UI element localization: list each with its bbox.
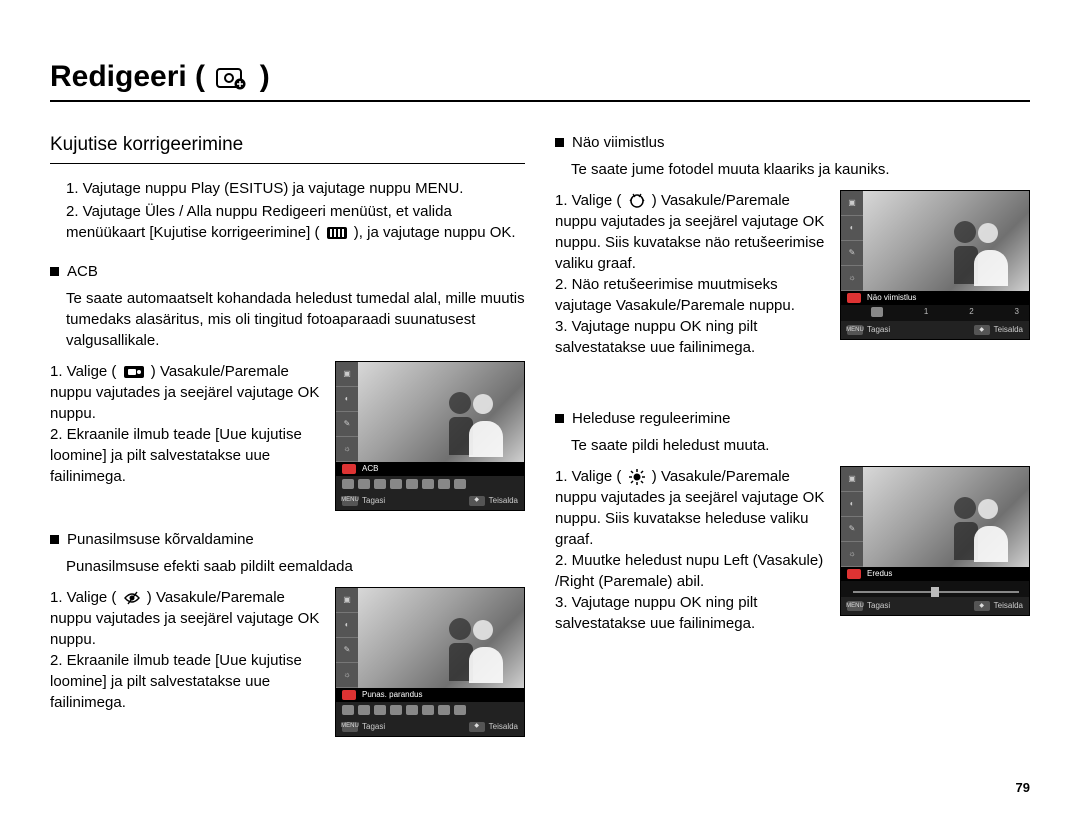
face-heading: Näo viimistlus xyxy=(555,132,1030,153)
section-subheading: Kujutise korrigeerimine xyxy=(50,132,525,164)
redeye-step-1: 1. Valige ( ) Vasakule/Paremale nuppu va… xyxy=(50,587,325,650)
acb-step-1a: 1. Valige ( xyxy=(50,363,116,380)
page-title-row: Redigeeri ( ) xyxy=(50,60,1030,102)
redeye-step-2: 2. Ekraanile ilmub teade [Uue kujutise l… xyxy=(50,650,325,713)
back-label: Tagasi xyxy=(867,324,890,335)
brightness-shot-label: Eredus xyxy=(867,568,892,579)
intro-step-2b: ), ja vajutage nuppu OK. xyxy=(354,224,516,241)
brightness-steps-row: 1. Valige ( ) Vasakule/Paremale nuppu va… xyxy=(555,466,1030,634)
brightness-screenshot: ▣◐✎☼ Eredus MENUTagasi ◆Teisalda xyxy=(840,466,1030,616)
left-column: Kujutise korrigeerimine 1. Vajutage nupp… xyxy=(50,132,525,737)
acb-label: ACB xyxy=(67,261,98,282)
face-step-3: 3. Vajutage nuppu OK ning pilt salvestat… xyxy=(555,316,830,358)
square-bullet-icon xyxy=(50,267,59,276)
acb-screenshot: ▣◐✎☼ ACB MENUTagasi ◆Teisalda xyxy=(335,361,525,511)
back-label: Tagasi xyxy=(867,600,890,611)
acb-desc: Te saate automaatselt kohandada heledust… xyxy=(66,288,525,351)
redeye-shot-label: Punas. parandus xyxy=(362,689,423,700)
redeye-heading: Punasilmsuse kõrvaldamine xyxy=(50,529,525,550)
title-close: ) xyxy=(260,60,270,93)
redeye-step-1a: 1. Valige ( xyxy=(50,589,116,606)
page-title: Redigeeri ( ) xyxy=(50,60,270,94)
face-desc: Te saate jume fotodel muuta klaariks ja … xyxy=(571,159,1030,180)
brightness-slider xyxy=(851,583,1019,595)
acb-step-2: 2. Ekraanile ilmub teade [Uue kujutise l… xyxy=(50,424,325,487)
face-screenshot: ▣◐✎☼ Näo viimistlus 1 2 3 M xyxy=(840,190,1030,340)
acb-steps: 1. Valige ( ) Vasakule/Paremale nuppu va… xyxy=(50,361,335,487)
menu-badge: MENU xyxy=(342,496,358,506)
redeye-steps-row: 1. Valige ( ) Vasakule/Paremale nuppu va… xyxy=(50,587,525,737)
redeye-desc: Punasilmsuse efekti saab pildilt eemalda… xyxy=(66,556,525,577)
brightness-step-1a: 1. Valige ( xyxy=(555,468,621,485)
face-step-2: 2. Näo retušeerimise muutmiseks vajutage… xyxy=(555,274,830,316)
adjust-icon xyxy=(326,226,348,240)
acb-shot-label: ACB xyxy=(362,463,378,474)
brightness-step-2: 2. Muutke heledust nupu Left (Vasakule) … xyxy=(555,550,830,592)
intro-step-1: 1. Vajutage nuppu Play (ESITUS) ja vajut… xyxy=(66,178,525,199)
brightness-label: Heleduse reguleerimine xyxy=(572,408,730,429)
redeye-inline-icon xyxy=(123,590,141,606)
redeye-label: Punasilmsuse kõrvaldamine xyxy=(67,529,254,550)
square-bullet-icon xyxy=(555,138,564,147)
brightness-steps: 1. Valige ( ) Vasakule/Paremale nuppu va… xyxy=(555,466,840,634)
slider-ticks: 1 2 3 xyxy=(871,305,1019,319)
face-steps: 1. Valige ( ) Vasakule/Paremale nuppu va… xyxy=(555,190,840,358)
content-columns: Kujutise korrigeerimine 1. Vajutage nupp… xyxy=(50,132,1030,737)
square-bullet-icon xyxy=(555,414,564,423)
move-label: Teisalda xyxy=(994,600,1023,611)
square-bullet-icon xyxy=(50,535,59,544)
brightness-heading: Heleduse reguleerimine xyxy=(555,408,1030,429)
menu-badge: MENU xyxy=(342,722,358,732)
acb-inline-icon xyxy=(123,365,145,379)
face-label: Näo viimistlus xyxy=(572,132,665,153)
tick-1: 1 xyxy=(924,306,928,317)
brightness-inline-icon xyxy=(628,468,646,486)
face-steps-row: 1. Valige ( ) Vasakule/Paremale nuppu va… xyxy=(555,190,1030,358)
move-label: Teisalda xyxy=(489,495,518,506)
acb-step-1: 1. Valige ( ) Vasakule/Paremale nuppu va… xyxy=(50,361,325,424)
menu-badge: MENU xyxy=(847,601,863,611)
title-text: Redigeeri ( xyxy=(50,60,205,93)
brightness-step-3: 3. Vajutage nuppu OK ning pilt salvestat… xyxy=(555,592,830,634)
brightness-step-1: 1. Valige ( ) Vasakule/Paremale nuppu va… xyxy=(555,466,830,550)
move-label: Teisalda xyxy=(994,324,1023,335)
edit-icon xyxy=(215,65,249,91)
tick-3: 3 xyxy=(1015,306,1019,317)
face-step-1a: 1. Valige ( xyxy=(555,192,621,209)
face-step-1: 1. Valige ( ) Vasakule/Paremale nuppu va… xyxy=(555,190,830,274)
redeye-screenshot: ▣◐✎☼ Punas. parandus MENUTagasi ◆Teisald… xyxy=(335,587,525,737)
page-number: 79 xyxy=(1016,780,1030,795)
back-label: Tagasi xyxy=(362,721,385,732)
face-shot-label: Näo viimistlus xyxy=(867,292,916,303)
brightness-desc: Te saate pildi heledust muuta. xyxy=(571,435,1030,456)
move-label: Teisalda xyxy=(489,721,518,732)
acb-heading: ACB xyxy=(50,261,525,282)
right-column: Näo viimistlus Te saate jume fotodel muu… xyxy=(555,132,1030,737)
redeye-steps: 1. Valige ( ) Vasakule/Paremale nuppu va… xyxy=(50,587,335,713)
tick-2: 2 xyxy=(969,306,973,317)
face-retouch-inline-icon xyxy=(628,192,646,210)
back-label: Tagasi xyxy=(362,495,385,506)
intro-step-2: 2. Vajutage Üles / Alla nuppu Redigeeri … xyxy=(66,201,525,243)
acb-steps-row: 1. Valige ( ) Vasakule/Paremale nuppu va… xyxy=(50,361,525,511)
menu-badge: MENU xyxy=(847,325,863,335)
